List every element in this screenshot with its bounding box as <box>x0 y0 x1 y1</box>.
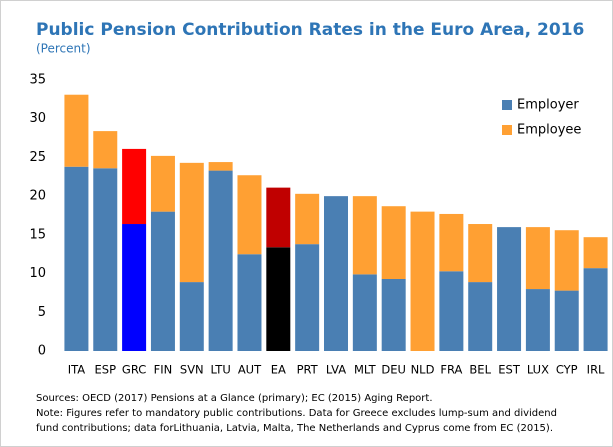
bar-segment <box>525 289 550 351</box>
y-tick-label: 0 <box>38 344 46 359</box>
bar-segment <box>352 196 377 275</box>
legend-label: Employee <box>517 123 581 138</box>
x-tick-label: EA <box>271 363 286 377</box>
x-tick-label: LUX <box>527 363 549 377</box>
y-tick-label: 35 <box>29 73 46 88</box>
y-tick-label: 5 <box>38 305 46 320</box>
x-tick-label: BEL <box>469 363 491 377</box>
chart-title: Public Pension Contribution Rates in the… <box>36 20 584 40</box>
note: Note: Figures refer to mandatory public … <box>36 408 557 419</box>
bar-segment <box>64 166 89 351</box>
legend-label: Employer <box>517 98 579 113</box>
bar-segment <box>237 254 262 351</box>
x-tick-label: LVA <box>326 363 346 377</box>
bar-segment <box>583 237 608 269</box>
bar-segment <box>439 213 464 272</box>
x-tick-label: DEU <box>381 363 406 377</box>
bar-segment <box>266 187 291 248</box>
bar-segment <box>122 224 147 351</box>
bar-segment <box>381 206 406 279</box>
note: Sources: OECD (2017) Pensions at a Glanc… <box>36 393 433 404</box>
bar-segment <box>554 290 579 351</box>
x-tick-label: IRL <box>587 363 605 377</box>
y-tick-label: 10 <box>29 266 46 281</box>
bar-segment <box>583 268 608 351</box>
x-tick-label: EST <box>498 363 521 377</box>
x-tick-label: AUT <box>238 363 262 377</box>
bar-segment <box>525 227 550 290</box>
bar-segment <box>64 94 89 167</box>
x-tick-label: SVN <box>180 363 204 377</box>
x-tick-label: MLT <box>354 363 377 377</box>
note: fund contributions; data forLithuania, L… <box>36 423 553 434</box>
x-tick-label: LTU <box>210 363 230 377</box>
y-tick-label: 15 <box>29 227 46 242</box>
bar-segment <box>208 162 233 171</box>
bar-segment <box>150 211 175 351</box>
bar-segment <box>93 131 118 169</box>
bar-segment <box>122 148 147 225</box>
x-tick-label: GRC <box>122 363 146 377</box>
bar-segment <box>208 170 233 351</box>
x-tick-label: ESP <box>95 363 117 377</box>
bar-segment <box>295 244 320 351</box>
bar-segment <box>352 274 377 351</box>
bar-segment <box>554 230 579 291</box>
bar-segment <box>295 193 320 245</box>
bar-segment <box>150 155 175 212</box>
x-tick-label: FRA <box>440 363 462 377</box>
bar-segment <box>468 224 493 283</box>
x-tick-label: CYP <box>556 363 578 377</box>
bar-segment <box>179 282 204 351</box>
chart-subtitle: (Percent) <box>36 42 91 56</box>
bar-segment <box>497 227 522 351</box>
x-tick-label: FIN <box>154 363 173 377</box>
bar-segment <box>410 211 435 351</box>
bar-segment <box>439 271 464 351</box>
y-tick-label: 25 <box>29 150 46 165</box>
y-tick-label: 30 <box>29 111 46 126</box>
bar-segment <box>93 168 118 351</box>
y-tick-label: 20 <box>29 189 46 204</box>
legend-swatch <box>502 100 512 110</box>
legend-swatch <box>502 125 512 135</box>
x-tick-label: PRT <box>297 363 319 377</box>
bar-segment <box>266 247 291 351</box>
bar-segment <box>237 175 262 255</box>
bar-segment <box>381 278 406 351</box>
bar-segment <box>179 162 204 283</box>
x-tick-label: ITA <box>68 363 86 377</box>
bar-segment <box>468 282 493 351</box>
bar-segment <box>324 196 348 351</box>
x-tick-label: NLD <box>411 363 435 377</box>
